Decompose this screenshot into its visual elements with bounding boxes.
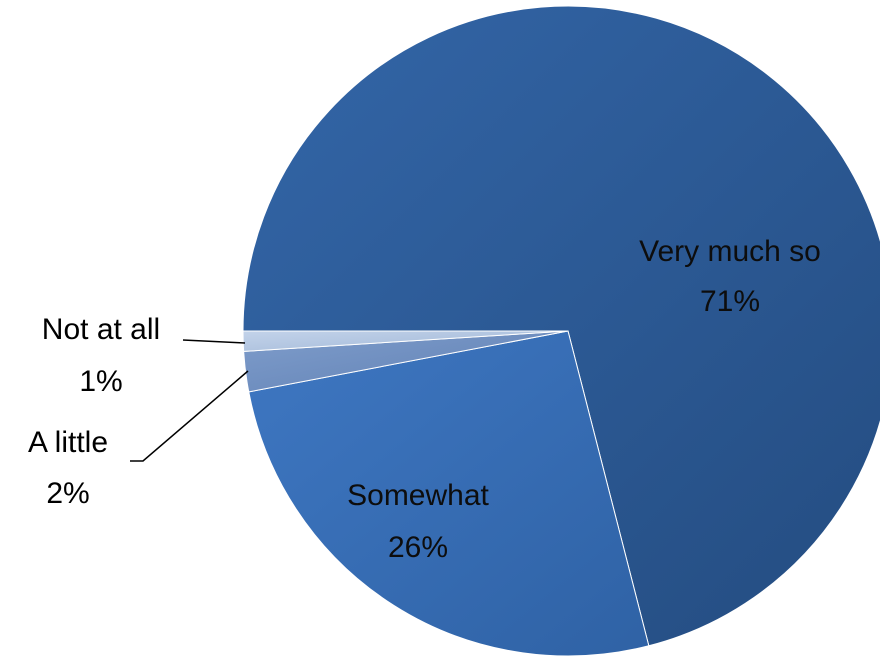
- slice-value-a-little: 2%: [46, 477, 89, 510]
- slice-value-somewhat: 26%: [388, 531, 448, 564]
- leader-line-not-at-all: [182, 339, 246, 344]
- slice-label-not-at-all: Not at all: [42, 313, 160, 346]
- pie-slice-somewhat: [248, 330, 650, 657]
- slice-label-very-much-so: Very much so: [639, 235, 821, 268]
- slice-label-a-little: A little: [28, 426, 108, 459]
- pie-slice-not-at-all: [242, 330, 569, 352]
- leader-line-a-little: [130, 370, 249, 462]
- slice-value-very-much-so: 71%: [700, 285, 760, 318]
- slice-label-somewhat: Somewhat: [347, 479, 489, 512]
- slice-value-not-at-all: 1%: [79, 365, 122, 398]
- pie-slice-very-much-so: [242, 5, 880, 647]
